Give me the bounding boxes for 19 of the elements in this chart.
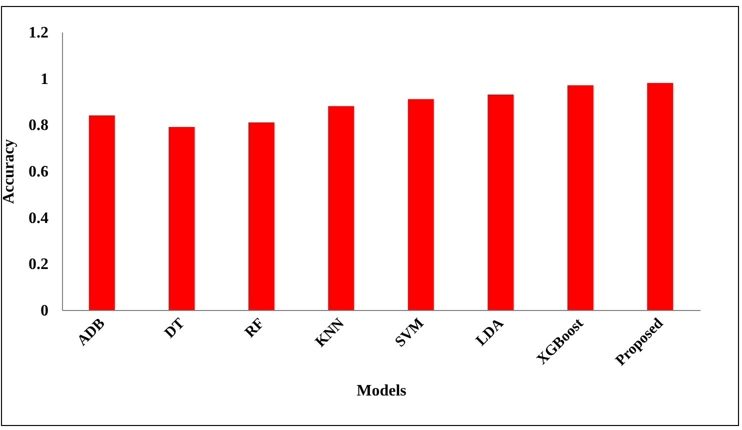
bar — [488, 94, 514, 310]
y-tick-label: 0.4 — [28, 210, 48, 227]
y-tick-label: 1.2 — [28, 24, 48, 42]
bar — [647, 82, 674, 310]
x-tick-label: RF — [242, 316, 268, 342]
y-tick-label: 0.2 — [28, 256, 48, 274]
y-tick-label: 1 — [40, 70, 48, 88]
bar — [248, 122, 274, 310]
x-axis-title: Models — [356, 382, 406, 400]
bar — [408, 99, 434, 310]
bar — [567, 85, 594, 310]
bar — [328, 106, 354, 310]
x-tick-label: DT — [162, 316, 188, 342]
y-axis-title: Accuracy — [0, 139, 18, 204]
y-tick-label: 0.6 — [28, 164, 48, 180]
bar — [168, 126, 195, 310]
bar — [88, 115, 115, 310]
y-tick-label: 0.8 — [28, 117, 48, 134]
y-tick-label: 0 — [40, 302, 48, 320]
